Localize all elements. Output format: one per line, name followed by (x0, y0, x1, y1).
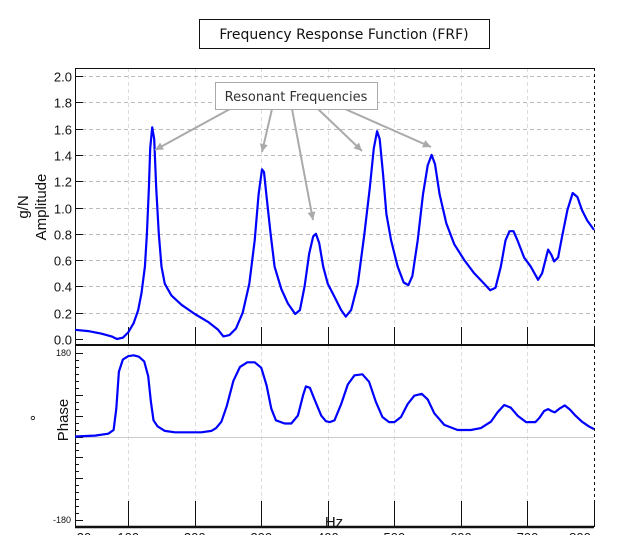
chart-title-box: Frequency Response Function (FRF) (199, 19, 490, 49)
phase-unit-label: ° (28, 415, 45, 421)
amplitude-y-tick-label: 0.0 (54, 333, 72, 348)
annotation-arrow-line (317, 108, 363, 152)
chart-title: Frequency Response Function (FRF) (219, 27, 468, 43)
amplitude-y-ticks: 0.0 0.2 0.4 0.6 0.8 1.0 1.2 1.4 1.6 1.8 2.0 (54, 70, 83, 348)
annotation-arrow-head (307, 211, 316, 220)
phase-axis-label: Phase (55, 399, 72, 442)
x-ticks: 20 100 200 300 400 500 600 700 800 (77, 327, 595, 535)
amplitude-y-tick-label: 1.8 (54, 96, 72, 111)
phase-series-line (74, 354, 595, 438)
x-axis-label: Hz (325, 514, 343, 531)
amplitude-y-tick-label: 1.4 (54, 149, 72, 164)
amplitude-unit-label: g/N (15, 195, 32, 218)
amplitude-y-tick-label: 2.0 (54, 70, 72, 85)
x-tick-label: 100 (117, 530, 139, 535)
amplitude-y-tick-label: 0.6 (54, 254, 72, 269)
amplitude-y-tick-label: 0.8 (54, 228, 72, 243)
x-tick-label: 400 (317, 530, 339, 535)
amplitude-y-tick-label: 0.4 (54, 280, 72, 295)
x-tick-label: 500 (384, 530, 406, 535)
phase-y-tick-label: 180 (56, 348, 71, 358)
annotation-box: Resonant Frequencies (215, 82, 378, 110)
phase-grid (75, 345, 594, 527)
x-tick-label: 800 (569, 530, 591, 535)
phase-y-tick-label: -180 (53, 515, 71, 525)
annotation-arrow-head (422, 140, 431, 148)
phase-y-ticks: 180 -180 (53, 348, 83, 525)
annotation-arrow-head (353, 142, 362, 151)
annotation-arrow-line (344, 108, 432, 148)
plot-frames (75, 68, 595, 529)
annotation-text: Resonant Frequencies (225, 90, 368, 105)
amplitude-y-tick-label: 0.2 (54, 307, 72, 322)
amplitude-series-line (74, 126, 595, 341)
x-tick-label: 700 (517, 530, 539, 535)
amplitude-axis-label: Amplitude (33, 174, 50, 241)
amplitude-y-tick-label: 1.0 (54, 202, 72, 217)
x-tick-label: 300 (250, 530, 272, 535)
annotation-arrow-line (291, 108, 314, 221)
x-tick-label: 600 (450, 530, 472, 535)
annotation-arrow-head (155, 142, 164, 150)
annotation-arrow-head (259, 143, 268, 152)
annotation-arrows (154, 108, 432, 221)
amplitude-y-tick-label: 1.2 (54, 175, 72, 190)
x-tick-label: 20 (77, 530, 91, 535)
annotation-arrow-line (154, 108, 231, 151)
amplitude-y-tick-label: 1.6 (54, 123, 72, 138)
x-tick-label: 200 (184, 530, 206, 535)
